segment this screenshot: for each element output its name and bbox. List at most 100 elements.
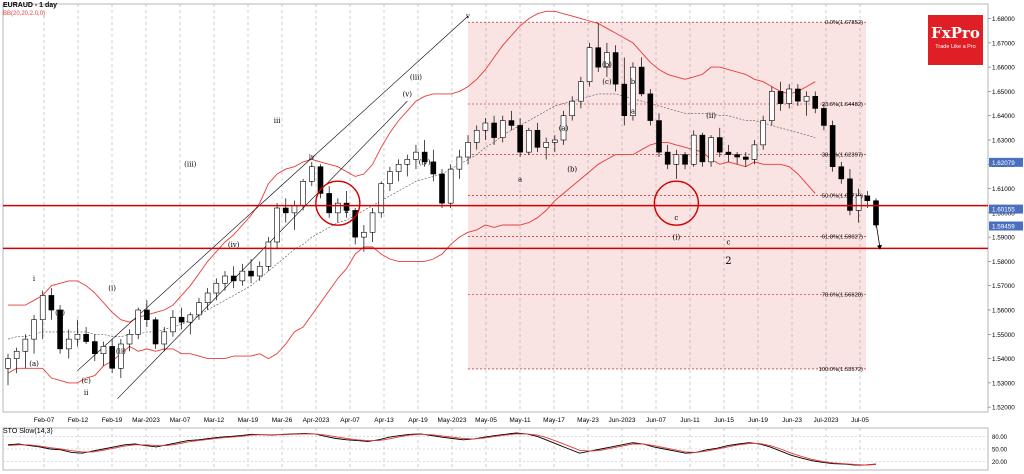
fib-level-label: 23.6%(1.64482) [822,102,863,108]
candle-body [560,115,567,141]
x-tick-label: Mar-12 [204,417,225,424]
x-tick-label: Feb-12 [68,417,89,424]
candle-body [465,142,471,158]
wave-label: a [631,107,635,115]
candle-body [387,171,393,185]
price-tag-label: 1.60155 [992,207,1015,214]
price-tag-bg [989,204,1023,214]
candle-body [5,358,11,369]
candle-body [534,129,541,148]
candle-body [248,270,254,277]
projection-arrow [875,222,881,249]
x-tick-label: Apr-19 [408,417,428,424]
candle-body [491,122,497,138]
x-tick-label: Mar-26 [272,417,293,424]
y-tick-label: 1.56000 [992,308,1015,315]
candle-body [308,166,315,182]
candle-body [656,120,662,153]
candle-body [204,292,211,304]
candle-body [395,163,402,172]
candle-body [499,120,506,138]
fxpro-logo: FxPro Trade Like a Pro [928,15,983,65]
candle-body [213,282,220,294]
candle-body [144,309,150,321]
x-tick-label: Jun-2023 [608,417,635,424]
sto-tick-label: 50.00 [992,448,1008,454]
chart-title: EURAUD - 1 day [3,2,58,9]
wave-label: (v) [403,90,413,98]
candle-body [31,319,37,340]
candle-body [517,125,523,153]
x-tick-label: Apr-13 [374,417,394,424]
candle-body [152,319,159,345]
candle-body [256,265,263,277]
x-tick-label: Mar-2023 [132,417,160,424]
projection-arrowhead [877,244,882,250]
x-tick-label: Feb-19 [102,417,123,424]
candle-body [838,166,845,180]
candle-body [404,159,411,165]
y-tick-label: 1.66000 [992,65,1015,72]
candle-body [751,144,758,160]
candle-body [829,125,836,168]
y-tick-label: 1.54000 [992,356,1015,363]
wave-label: (ii) [116,348,126,356]
candle-body [595,47,602,68]
y-tick-label: 1.68000 [992,16,1015,23]
candle-body [92,341,98,355]
candle-body [22,338,29,352]
x-tick-label: Jun-07 [646,417,666,424]
candle-body [352,210,359,238]
candle-body [647,93,654,121]
candle-body [638,66,645,95]
bb-indicator-label: BB(20,20,2.0,0) [3,11,46,17]
wave-label: iii [274,117,281,125]
candle-body [812,95,819,109]
candle-body [604,52,610,68]
fib-level-label: 100.0%(1.53572) [819,367,864,373]
candle-body [690,134,697,165]
candle-body [170,316,176,333]
candle-body [456,156,463,170]
candle-body [430,161,437,175]
sto-d-line [7,433,877,466]
candle-body [586,47,593,83]
y-tick-label: 1.59000 [992,235,1015,242]
candle-body [855,195,862,211]
candle-body [187,314,194,323]
candle-body [482,122,489,131]
x-tick-label: May-05 [475,417,497,424]
candle-body [760,120,766,146]
candle-body [274,207,280,243]
candle-body [83,333,89,342]
candle-body [343,202,350,211]
x-tick-label: Feb-07 [34,417,55,424]
wave-label: (ii) [706,112,716,120]
candle-body [222,275,228,284]
candle-body [48,295,55,311]
fibonacci-zone [468,22,866,369]
candle-body [543,142,549,148]
fib-level-label: 50.0%(1.60712) [822,194,863,200]
wave-label: (iii) [410,73,422,81]
wave-label: (i) [108,285,116,293]
candle-body [421,151,428,163]
wave-label: (i) [673,234,681,242]
wave-label: (b) [602,61,612,69]
y-tick-label: 1.53000 [992,380,1015,387]
candle-body [578,81,584,102]
candle-body [630,66,636,117]
candle-body [621,83,628,117]
candle-body [569,100,576,117]
y-tick-label: 1.61000 [992,186,1015,193]
candle-body [725,151,732,155]
candle-body [873,200,879,226]
candle-body [291,205,298,214]
x-tick-label: Jul-05 [851,417,869,424]
candle-body [126,333,133,345]
logo-text: FxPro [931,24,980,42]
candle-body [777,91,784,104]
wave-label: c [726,238,730,246]
candle-body [673,154,680,165]
candle-body [864,195,871,202]
